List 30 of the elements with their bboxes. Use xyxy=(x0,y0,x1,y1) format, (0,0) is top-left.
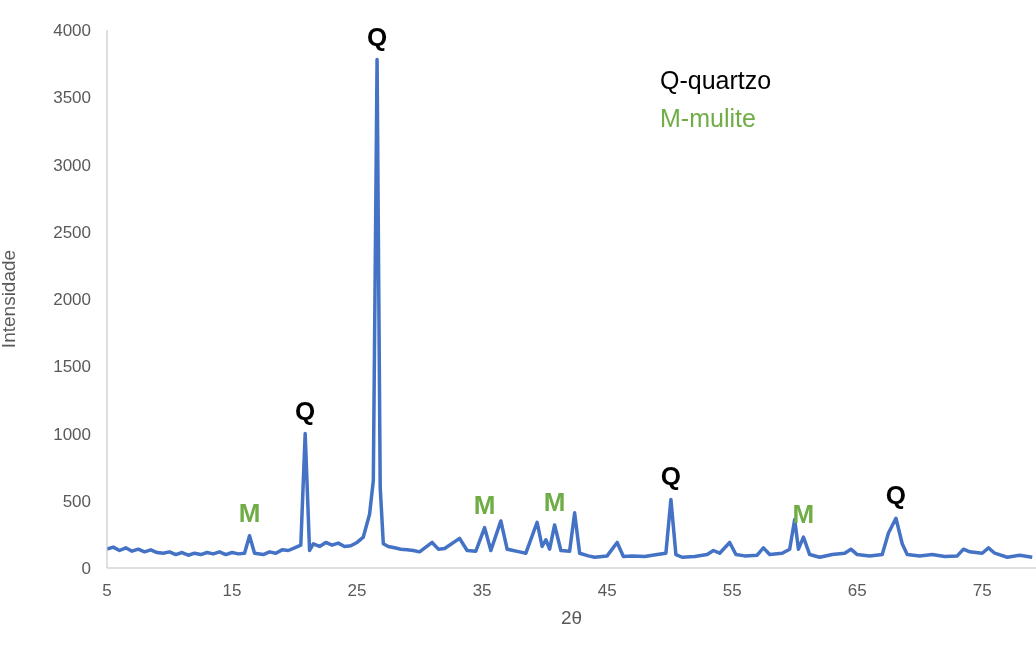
x-tick-label: 15 xyxy=(222,581,242,601)
x-tick-label: 5 xyxy=(102,581,112,601)
x-axis-title: 2θ xyxy=(560,607,583,628)
x-tick-label: 65 xyxy=(847,581,867,601)
y-tick-label: 3000 xyxy=(53,155,91,175)
annotation: M xyxy=(238,497,261,528)
x-tick-label: 35 xyxy=(472,581,492,601)
x-tick-label: 45 xyxy=(597,581,617,601)
y-tick-label: 2500 xyxy=(53,222,91,242)
x-tick-label: 55 xyxy=(722,581,742,601)
annotation: M xyxy=(543,486,566,517)
annotation: Q xyxy=(660,461,682,492)
y-tick-label: 2000 xyxy=(53,290,91,310)
x-tick-label: 75 xyxy=(972,581,992,601)
annotation: Q xyxy=(295,395,316,426)
y-tick-label: 1500 xyxy=(53,357,91,377)
y-axis-title: Intensidade xyxy=(0,249,19,349)
y-tick-label: 500 xyxy=(62,491,91,511)
x-tick-label: 25 xyxy=(347,581,367,601)
line-series xyxy=(107,57,1034,559)
annotation: M xyxy=(792,499,815,530)
annotation: M xyxy=(473,489,496,520)
y-tick-label: 4000 xyxy=(53,21,91,41)
y-tick-label: 1000 xyxy=(53,424,91,444)
annotation: Q-quartzo xyxy=(660,66,772,95)
annotation: M-mulite xyxy=(660,104,756,133)
y-tick-label: 0 xyxy=(81,559,91,579)
annotation: Q xyxy=(366,21,388,52)
y-tick-label: 3500 xyxy=(53,88,91,108)
annotation: Q xyxy=(885,480,907,511)
